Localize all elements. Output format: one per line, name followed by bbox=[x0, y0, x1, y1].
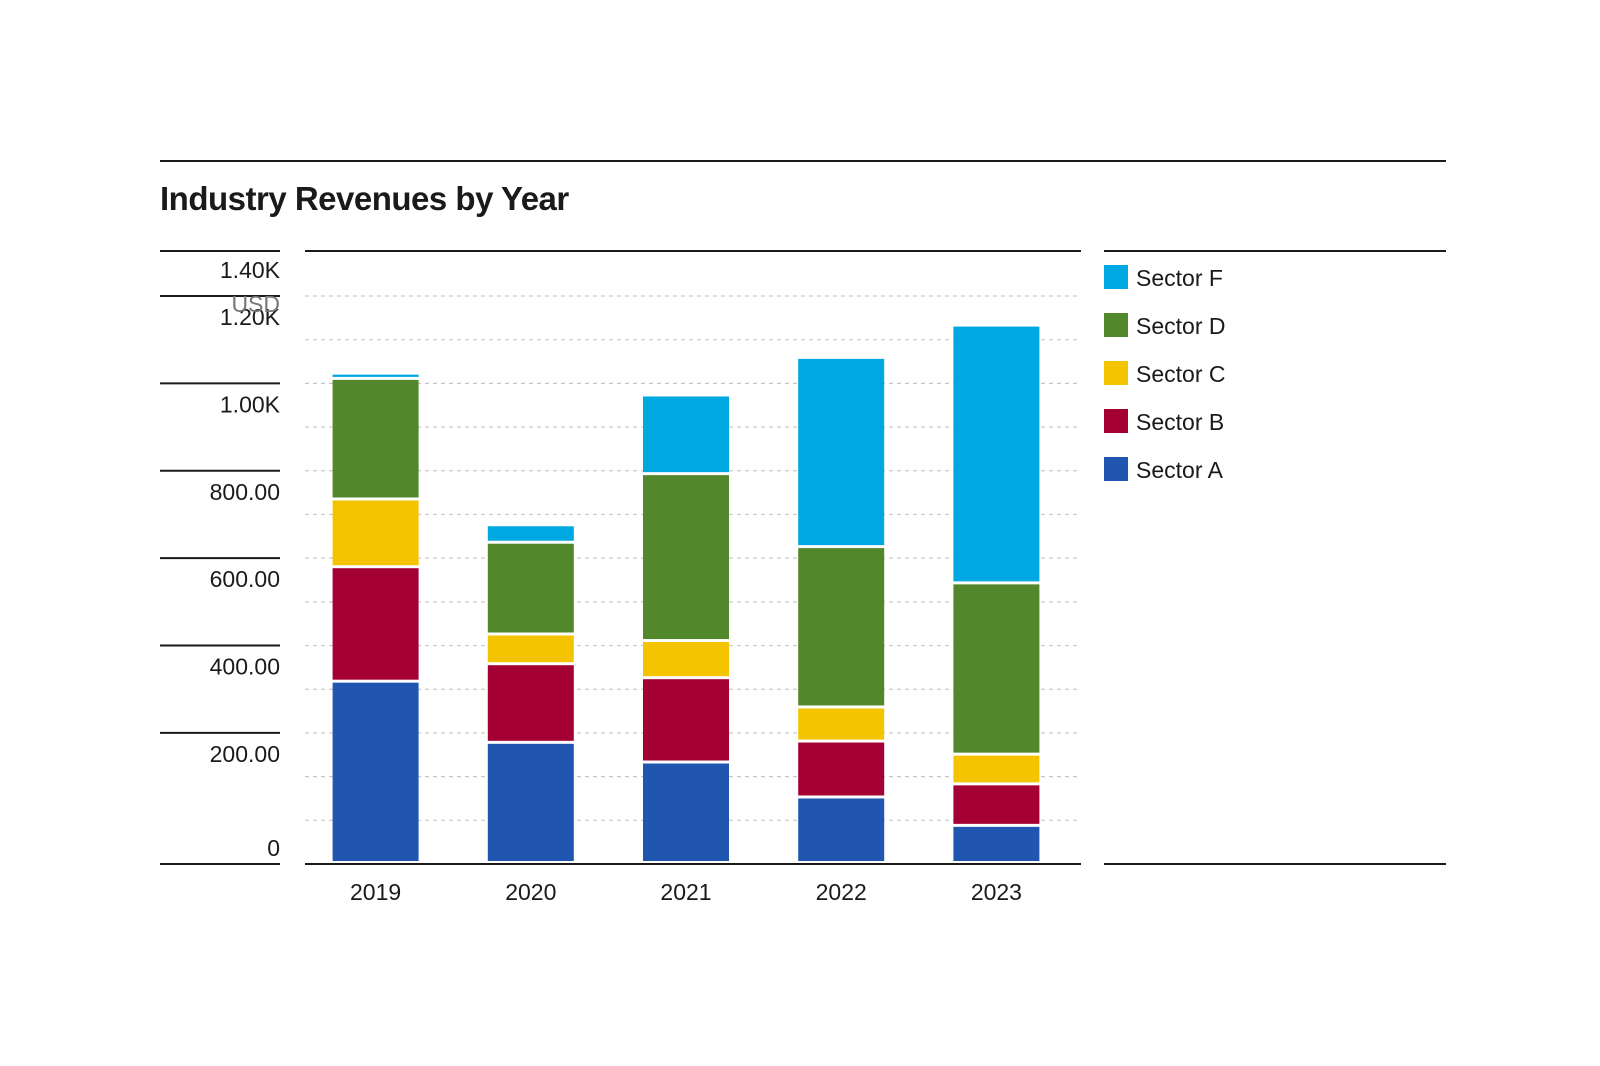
legend-swatch bbox=[1104, 409, 1128, 433]
bar-segment-sector-a-2022 bbox=[798, 798, 885, 861]
bar-segment-sector-b-2020 bbox=[487, 665, 574, 741]
legend-label: Sector D bbox=[1136, 313, 1225, 339]
y-tick-label: 400.00 bbox=[210, 654, 280, 680]
y-tick-label: 1.40K bbox=[220, 257, 281, 283]
x-axis: 2019 2020 2021 2022 2023 bbox=[305, 863, 1081, 905]
bar-segment-sector-b-2022 bbox=[798, 742, 885, 796]
x-tick-label: 2020 bbox=[505, 879, 556, 905]
bar-segment-sector-c-2022 bbox=[798, 708, 885, 740]
y-tick-label: 1.20K bbox=[220, 304, 281, 330]
legend: Sector F Sector D Sector C Sector B Sector A bbox=[1104, 250, 1446, 865]
bar-segment-sector-a-2023 bbox=[953, 826, 1040, 861]
y-tick-label: 600.00 bbox=[210, 566, 280, 592]
chart-title: Industry Revenues by Year bbox=[160, 180, 569, 217]
y-tick-label: 1.00K bbox=[220, 391, 281, 417]
bar-segment-sector-b-2021 bbox=[643, 679, 729, 761]
legend-swatch bbox=[1104, 361, 1128, 385]
bar-segment-sector-f-2022 bbox=[798, 358, 885, 546]
bar-segment-sector-a-2020 bbox=[487, 743, 574, 861]
bar-segment-sector-a-2021 bbox=[643, 763, 729, 861]
bar-segment-sector-d-2023 bbox=[953, 584, 1040, 753]
legend-label: Sector F bbox=[1136, 265, 1223, 291]
y-tick-label: 0 bbox=[267, 835, 280, 861]
legend-label: Sector C bbox=[1136, 361, 1225, 387]
bar-segment-sector-b-2019 bbox=[332, 568, 419, 680]
bar-segment-sector-b-2023 bbox=[953, 785, 1040, 824]
legend-swatch bbox=[1104, 313, 1128, 337]
bars bbox=[332, 326, 1040, 861]
legend-swatch bbox=[1104, 457, 1128, 481]
bar-segment-sector-c-2020 bbox=[487, 635, 574, 663]
bar-segment-sector-f-2019 bbox=[332, 374, 419, 377]
bar-segment-sector-f-2023 bbox=[953, 326, 1040, 582]
bar-segment-sector-d-2022 bbox=[798, 548, 885, 706]
bar-segment-sector-c-2023 bbox=[953, 755, 1040, 783]
legend-label: Sector B bbox=[1136, 409, 1224, 435]
y-tick-label: 800.00 bbox=[210, 479, 280, 505]
y-axis: 0 200.00 400.00 600.00 800.00 1.00K 1.20K 1.40K… bbox=[160, 250, 281, 865]
legend-swatch bbox=[1104, 265, 1128, 289]
x-tick-label: 2023 bbox=[971, 879, 1022, 905]
bar-segment-sector-d-2019 bbox=[332, 379, 419, 498]
bar-segment-sector-a-2019 bbox=[332, 682, 419, 861]
x-tick-label: 2019 bbox=[350, 879, 401, 905]
bar-segment-sector-f-2020 bbox=[487, 526, 574, 541]
bar-segment-sector-f-2021 bbox=[643, 396, 729, 473]
bar-segment-sector-c-2019 bbox=[332, 500, 419, 566]
x-tick-label: 2021 bbox=[660, 879, 711, 905]
legend-label: Sector A bbox=[1136, 457, 1224, 483]
bar-segment-sector-c-2021 bbox=[643, 642, 729, 677]
y-unit-label: USD bbox=[231, 291, 280, 317]
bar-segment-sector-d-2021 bbox=[643, 475, 729, 640]
y-tick-label: 200.00 bbox=[210, 741, 280, 767]
x-tick-label: 2022 bbox=[816, 879, 867, 905]
bar-segment-sector-d-2020 bbox=[487, 543, 574, 633]
